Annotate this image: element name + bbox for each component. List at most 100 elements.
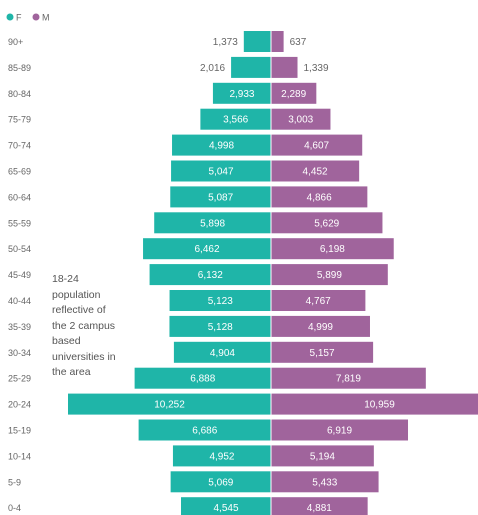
age-label: 10-14 [8,451,31,461]
value-label-f: 6,888 [190,374,215,385]
value-label-f: 4,998 [209,141,234,152]
value-label-m: 3,003 [288,115,313,126]
age-label: 15-19 [8,426,31,436]
bar-m [271,290,366,311]
bar-f [170,471,271,493]
bar-f [243,31,271,52]
age-label: 80-84 [8,89,31,99]
age-label: 90+ [8,37,23,47]
bar-f [170,186,271,208]
age-label: 60-64 [8,192,31,202]
value-label-m: 7,819 [336,374,361,385]
value-label-m: 5,433 [312,477,337,488]
age-label: 40-44 [8,296,31,306]
legend-swatch-f [6,13,14,21]
bar-m [271,497,368,515]
legend-label-f: F [16,13,22,23]
value-label-f: 5,047 [209,167,234,178]
bar-m [271,82,317,104]
age-label: 45-49 [8,270,31,280]
bar-m [271,238,394,260]
legend-swatch-m [32,13,40,21]
bar-m [271,31,284,52]
age-label: 35-39 [8,322,31,332]
age-label: 5-9 [8,477,21,487]
bar-m [271,160,360,182]
age-label: 20-24 [8,400,31,410]
value-label-f: 5,069 [208,477,233,488]
value-label-m: 4,866 [307,192,332,203]
value-label-m: 5,629 [314,218,339,229]
value-label-m: 4,452 [303,167,328,178]
value-label-f: 5,123 [208,296,233,307]
age-label: 50-54 [8,244,31,254]
value-label-f: 1,373 [213,37,238,48]
value-label-f: 5,128 [208,322,233,333]
bar-m [271,264,388,286]
bar-f [149,264,271,286]
age-label: 65-69 [8,167,31,177]
bar-f [200,108,271,130]
value-label-m: 5,899 [317,270,342,281]
annotation-18-24: 18-24 population reflective of the 2 cam… [52,273,116,378]
legend-label-m: M [42,13,50,23]
value-label-f: 4,952 [209,451,234,462]
bar-m [271,445,374,467]
bar-f [231,56,271,78]
bar-f [181,497,271,515]
value-label-f: 10,252 [154,400,185,411]
value-label-f: 3,566 [223,115,248,126]
bar-f [169,290,271,311]
bar-f [171,160,271,182]
bar-f [172,445,271,467]
age-label: 30-34 [8,348,31,358]
value-label-f: 4,545 [213,503,238,514]
age-label: 70-74 [8,141,31,151]
bar-m [271,134,363,156]
age-label: 55-59 [8,218,31,228]
value-label-m: 1,339 [304,63,329,74]
bar-f [154,212,271,234]
value-label-m: 637 [290,37,307,48]
bars-group: 90+ 1,373 637 85-89 2,016 1,339 80-84 2,933 2,28… [8,31,478,515]
bar-m [271,341,374,363]
value-label-f: 5,087 [208,192,233,203]
age-label: 75-79 [8,115,31,125]
age-label: 0-4 [8,503,21,513]
bar-f [138,419,271,441]
bar-m [271,393,478,415]
bar-m [271,419,409,441]
bar-f [68,393,271,415]
age-label: 25-29 [8,374,31,384]
value-label-m: 4,607 [304,141,329,152]
value-label-m: 5,157 [310,348,335,359]
bar-m [271,212,383,234]
bar-f [143,238,271,260]
value-label-m: 5,194 [310,451,335,462]
bar-f [134,367,271,389]
bar-m [271,315,370,337]
value-label-m: 4,881 [307,503,332,514]
value-label-f: 6,132 [198,270,223,281]
bar-m [271,186,368,208]
value-label-m: 4,767 [306,296,331,307]
bar-m [271,471,379,493]
bar-f [212,82,271,104]
bar-f [169,315,271,337]
bar-f [172,134,271,156]
value-label-f: 6,686 [192,426,217,437]
legend: F M [6,13,50,23]
value-label-f: 2,933 [229,89,254,100]
value-label-f: 2,016 [200,63,225,74]
bar-f [173,341,271,363]
value-label-f: 6,462 [195,244,220,255]
value-label-m: 6,919 [327,426,352,437]
age-label: 85-89 [8,63,31,73]
bar-m [271,367,426,389]
value-label-m: 2,289 [281,89,306,100]
value-label-m: 6,198 [320,244,345,255]
value-label-f: 5,898 [200,218,225,229]
value-label-m: 4,999 [308,322,333,333]
bar-m [271,108,331,130]
